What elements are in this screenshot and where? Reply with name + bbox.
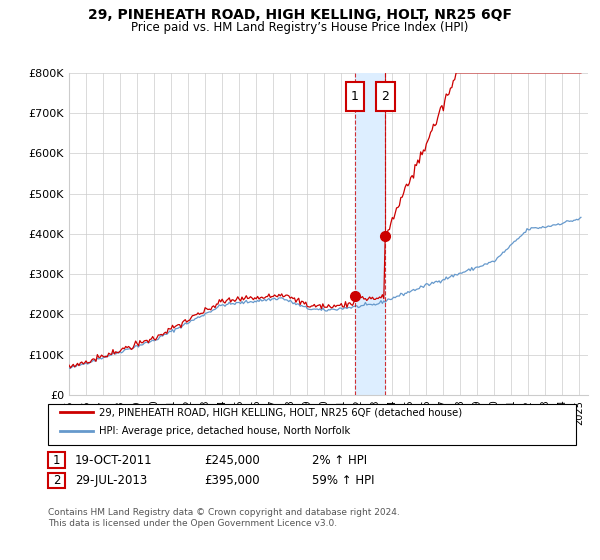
Text: 29-JUL-2013: 29-JUL-2013: [75, 474, 147, 487]
Text: 1: 1: [351, 91, 359, 104]
FancyBboxPatch shape: [376, 82, 395, 111]
Text: 2: 2: [53, 474, 60, 487]
Text: 2: 2: [381, 91, 389, 104]
FancyBboxPatch shape: [346, 82, 364, 111]
Text: £395,000: £395,000: [204, 474, 260, 487]
Text: 1: 1: [53, 454, 60, 467]
Text: £245,000: £245,000: [204, 454, 260, 467]
Bar: [355, 73, 385, 395]
Text: 29, PINEHEATH ROAD, HIGH KELLING, HOLT, NR25 6QF: 29, PINEHEATH ROAD, HIGH KELLING, HOLT, …: [88, 8, 512, 22]
Text: 29, PINEHEATH ROAD, HIGH KELLING, HOLT, NR25 6QF (detached house): 29, PINEHEATH ROAD, HIGH KELLING, HOLT, …: [99, 408, 462, 417]
Text: 19-OCT-2011: 19-OCT-2011: [75, 454, 152, 467]
Text: HPI: Average price, detached house, North Norfolk: HPI: Average price, detached house, Nort…: [99, 427, 350, 436]
Text: 59% ↑ HPI: 59% ↑ HPI: [312, 474, 374, 487]
Text: 2% ↑ HPI: 2% ↑ HPI: [312, 454, 367, 467]
Text: Price paid vs. HM Land Registry’s House Price Index (HPI): Price paid vs. HM Land Registry’s House …: [131, 21, 469, 34]
Text: Contains HM Land Registry data © Crown copyright and database right 2024.
This d: Contains HM Land Registry data © Crown c…: [48, 508, 400, 528]
